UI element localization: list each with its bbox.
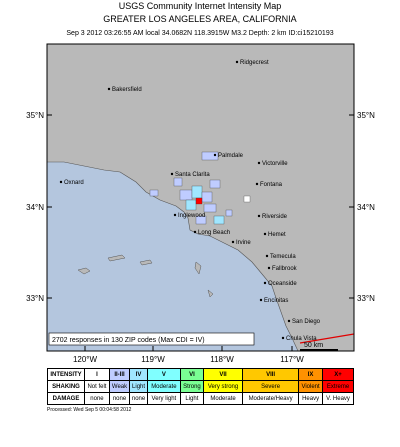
region: GREATER LOS ANGELES AREA, CALIFORNIA: [103, 14, 296, 24]
city-label: Fontana: [260, 182, 283, 188]
city-marker: [281, 336, 285, 340]
legend-intensity: VII: [203, 368, 244, 381]
legend-shaking: Strong: [179, 380, 205, 393]
city-marker: [173, 213, 177, 217]
note-box: [48, 332, 255, 346]
legend-damage: Moderate: [203, 392, 244, 405]
city-marker: [259, 298, 263, 302]
lon-label: 120°W: [73, 355, 98, 364]
city-marker: [107, 87, 111, 91]
city-label: Chula Vista: [286, 336, 317, 342]
islands: [77, 254, 214, 298]
city-marker: [213, 153, 217, 157]
city-label: Inglewood: [178, 213, 205, 219]
legend-shaking: Severe: [242, 380, 300, 393]
legend-intensity: II-III: [108, 368, 131, 381]
city-label: Encinitas: [264, 298, 288, 304]
city-label: Irvine: [236, 240, 251, 246]
lat-label: 33°N: [357, 294, 375, 303]
city-label: Bakersfield: [112, 87, 142, 93]
legend-damage: Moderate/Heavy: [242, 392, 300, 405]
row-label: DAMAGE: [47, 392, 85, 405]
legend-intensity: X+: [322, 368, 354, 381]
city-label: Temecula: [270, 254, 296, 260]
legend-shaking: Not felt: [84, 380, 110, 393]
lat-label: 34°N: [357, 203, 375, 212]
city-marker: [193, 230, 197, 234]
title: USGS Community Internet Intensity Map: [119, 1, 282, 11]
legend-intensity: IX: [298, 368, 324, 381]
city-label: Ridgecrest: [240, 60, 269, 66]
lon-label: 117°W: [280, 355, 304, 364]
city-marker: [59, 180, 63, 184]
legend-damage: none: [84, 392, 110, 405]
legend-shaking: Very strong: [203, 380, 244, 393]
city-label: San Diego: [292, 319, 321, 325]
city-marker: [263, 232, 267, 236]
legend-damage: Light: [179, 392, 205, 405]
city-marker: [267, 266, 271, 270]
city-marker: [255, 182, 259, 186]
legend-shaking: Light: [129, 380, 148, 393]
city-label: Oceanside: [268, 281, 297, 287]
city-marker: [231, 240, 235, 244]
city-label: Long Beach: [198, 230, 230, 236]
map-frame: [46, 43, 355, 352]
lat-label: 35°N: [357, 111, 375, 120]
legend-intensity: V: [146, 368, 181, 381]
legend-shaking: Moderate: [146, 380, 181, 393]
legend: INTENSITY I II-III IV V VI VII VIII IX X+ SHAKING…: [47, 368, 354, 405]
city-marker: [235, 60, 239, 64]
city-label: Oxnard: [64, 180, 84, 186]
city-label: Riverside: [262, 214, 288, 220]
city-label: Palmdale: [218, 153, 244, 159]
legend-damage: none: [129, 392, 148, 405]
legend-damage: Very light: [146, 392, 181, 405]
lon-label: 119°W: [141, 355, 165, 364]
legend-intensity: VI: [179, 368, 205, 381]
lat-label: 35°N: [26, 111, 44, 120]
city-marker: [287, 319, 291, 323]
legend-intensity: I: [84, 368, 110, 381]
details: Sep 3 2012 03:26:55 AM local 34.0682N 11…: [66, 30, 333, 37]
city-marker: [263, 281, 267, 285]
lat-label: 33°N: [26, 294, 44, 303]
lat-label: 34°N: [26, 203, 44, 212]
city-marker: [257, 214, 261, 218]
footer: Processed: Wed Sep 5 00:04:58 2012: [47, 407, 132, 413]
map-svg: USGS Community Internet Intensity Map GR…: [26, 1, 375, 364]
zip-areas: [149, 151, 251, 225]
legend-intensity: IV: [129, 368, 148, 381]
city-marker: [265, 254, 269, 258]
legend-intensity: VIII: [242, 368, 300, 381]
legend-shaking: Extreme: [322, 380, 354, 393]
city-marker: [170, 172, 174, 176]
scale-label: 50 km: [304, 342, 323, 349]
note: 2702 responses in 130 ZIP codes (Max CDI…: [52, 337, 205, 344]
city-marker: [257, 161, 261, 165]
row-label: INTENSITY: [47, 368, 85, 381]
city-label: Fallbrook: [272, 266, 298, 272]
legend-damage: V. Heavy: [322, 392, 354, 405]
city-label: Victorville: [262, 161, 288, 167]
lon-label: 118°W: [210, 355, 234, 364]
legend-shaking: Weak: [108, 380, 131, 393]
legend-damage: Heavy: [298, 392, 324, 405]
fault: [299, 333, 355, 344]
city-label: Hemet: [268, 232, 286, 238]
legend-damage: none: [108, 392, 131, 405]
legend-shaking: Violent: [298, 380, 324, 393]
row-label: SHAKING: [47, 380, 85, 393]
city-label: Santa Clarita: [175, 172, 210, 178]
